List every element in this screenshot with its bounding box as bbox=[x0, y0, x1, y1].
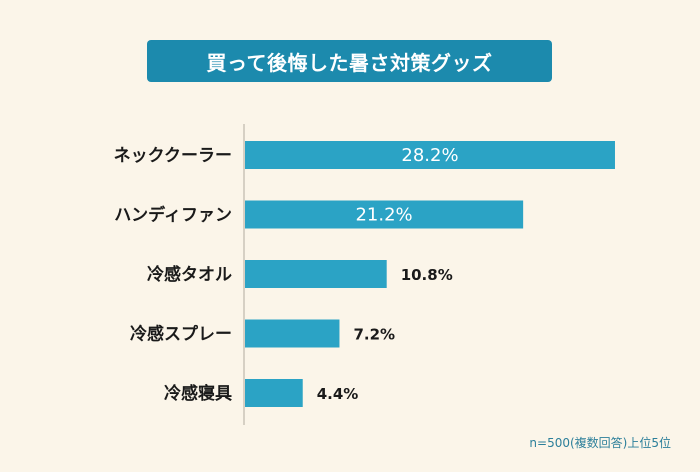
value-label: 7.2% bbox=[353, 326, 395, 344]
value-label: 4.4% bbox=[317, 385, 359, 403]
value-label: 10.8% bbox=[401, 266, 453, 284]
bar bbox=[245, 141, 615, 169]
category-label: 冷感寝具 bbox=[164, 383, 232, 404]
category-label: 冷感タオル bbox=[147, 264, 232, 285]
category-label: ネッククーラー bbox=[114, 146, 232, 166]
value-label: 28.2% bbox=[401, 145, 458, 166]
bar bbox=[245, 379, 303, 407]
category-label: 冷感スプレー bbox=[130, 324, 232, 345]
bar bbox=[245, 260, 387, 288]
footnote: n=500(複数回答)上位5位 bbox=[529, 436, 671, 450]
category-label: ハンディファン bbox=[114, 205, 232, 226]
bar bbox=[245, 200, 524, 229]
value-label: 21.2% bbox=[355, 205, 412, 226]
chart-title: 買って後悔した暑さ対策グッズ bbox=[147, 40, 552, 82]
bar bbox=[245, 319, 340, 348]
